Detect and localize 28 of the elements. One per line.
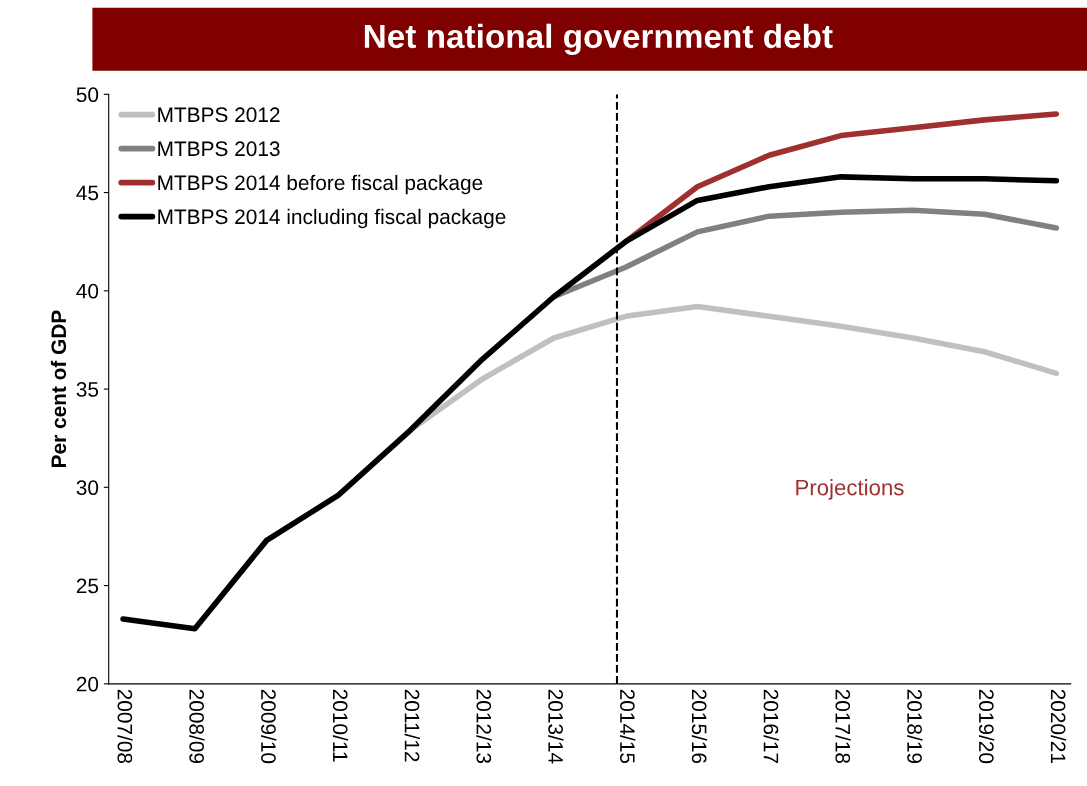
y-tick-label: 45 <box>76 185 99 201</box>
y-tick-label: 40 <box>76 283 99 299</box>
legend-label: MTBPS 2013 <box>158 141 280 157</box>
x-tick-label: 2007/08 <box>117 689 133 764</box>
chart-title: Net national government debt <box>364 23 833 55</box>
x-tick-label: 2017/18 <box>835 689 851 764</box>
x-tick-label: 2019/20 <box>978 689 995 764</box>
x-tick-label: 2008/09 <box>189 689 205 763</box>
y-tick-label: 25 <box>76 578 99 594</box>
legend-label: MTBPS 2014 including fiscal package <box>158 208 506 229</box>
x-tick-label: 2013/14 <box>548 689 564 764</box>
y-tick-label: 35 <box>76 382 99 397</box>
x-tick-label: 2010/11 <box>332 689 349 762</box>
x-tick-label: 2020/21 <box>1050 689 1067 763</box>
x-tick-label: 2012/13 <box>476 689 492 764</box>
legend-label: MTBPS 2014 before fiscal package <box>158 174 483 195</box>
y-tick-label: 20 <box>76 676 99 692</box>
x-tick-label: 2016/17 <box>763 689 779 763</box>
x-tick-label: 2015/16 <box>691 689 708 764</box>
x-tick-label: 2011/12 <box>404 689 420 762</box>
y-tick-label: 30 <box>76 480 99 496</box>
annotation: Projections <box>796 479 904 500</box>
x-tick-label: 2014/15 <box>620 689 636 764</box>
x-tick-label: 2009/10 <box>261 689 277 764</box>
y-tick-label: 50 <box>76 87 99 103</box>
y-axis-title: Per cent of GDP <box>50 310 67 467</box>
x-tick-label: 2018/19 <box>907 689 923 763</box>
legend-label: MTBPS 2012 <box>158 107 280 123</box>
